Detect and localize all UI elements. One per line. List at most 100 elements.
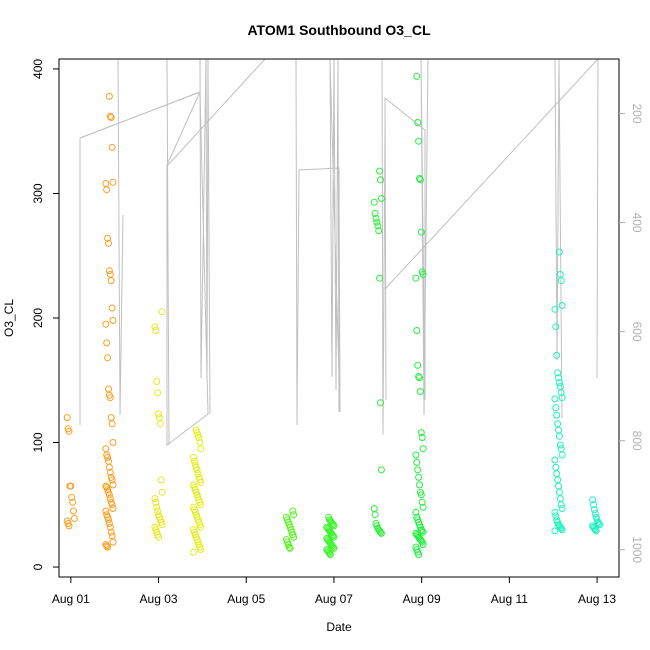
data-point — [106, 270, 114, 278]
data-point — [589, 496, 597, 504]
data-point — [109, 505, 117, 512]
profile-line — [295, 59, 341, 426]
data-point — [412, 274, 420, 282]
data-point — [418, 434, 426, 441]
data-point — [103, 339, 111, 347]
data-point — [105, 520, 113, 527]
data-point — [415, 551, 423, 559]
data-point — [557, 524, 565, 532]
data-point — [416, 176, 424, 184]
data-point — [555, 482, 562, 490]
data-point — [415, 473, 423, 481]
data-point — [105, 463, 113, 471]
data-point — [108, 532, 116, 540]
data-point — [109, 178, 117, 186]
data-point — [377, 195, 385, 202]
data-point — [377, 399, 384, 407]
data-point — [158, 488, 166, 496]
profile-line — [554, 59, 563, 419]
x-tick-label: Aug 11 — [491, 592, 528, 606]
data-point — [419, 528, 427, 536]
data-point — [67, 482, 75, 490]
data-point — [106, 523, 114, 531]
data-point — [373, 218, 381, 226]
data-point — [289, 507, 297, 515]
data-point — [412, 508, 420, 516]
data-point — [370, 505, 378, 512]
profile-line — [166, 59, 170, 446]
data-point — [107, 114, 115, 121]
profile-line — [79, 91, 209, 447]
data-point — [596, 521, 604, 529]
data-point — [595, 520, 603, 527]
data-point — [102, 507, 110, 515]
data-point — [414, 361, 422, 369]
data-point — [558, 302, 566, 309]
x-axis-label: Date — [326, 620, 352, 634]
data-point — [195, 434, 203, 441]
data-point — [65, 427, 73, 435]
data-point — [286, 544, 294, 552]
data-point — [193, 466, 201, 474]
data-point — [154, 389, 162, 397]
data-point — [556, 383, 564, 390]
data-point — [104, 234, 112, 242]
data-point — [154, 507, 162, 515]
data-point — [158, 521, 166, 529]
data-point — [558, 526, 566, 534]
y2-tick-label: 600 — [630, 322, 644, 342]
data-point — [107, 277, 115, 285]
data-point — [557, 389, 565, 397]
data-point — [551, 305, 559, 313]
data-point — [592, 527, 600, 535]
data-point — [103, 186, 111, 194]
data-point — [555, 488, 563, 496]
data-point — [197, 501, 205, 509]
data-point — [551, 456, 559, 464]
data-point — [151, 323, 159, 331]
x-axis: Aug 01 Aug 03 Aug 05 Aug 07 Aug 09 Aug 11 Aug … — [52, 577, 616, 606]
data-point — [557, 445, 565, 453]
data-point — [590, 501, 597, 509]
profile-line — [384, 59, 599, 290]
profile-line — [381, 59, 429, 436]
data-point — [285, 543, 293, 551]
data-point — [107, 528, 115, 536]
data-point — [108, 501, 116, 509]
data-point — [108, 143, 116, 151]
data-point — [377, 529, 385, 537]
data-point — [104, 454, 112, 461]
data-point — [553, 470, 561, 478]
data-point — [190, 548, 197, 556]
data-point — [552, 512, 560, 520]
data-point — [413, 458, 421, 466]
data-point — [372, 214, 380, 222]
data-point — [558, 451, 566, 459]
data-point — [102, 482, 110, 490]
y-tick-label: 0 — [31, 563, 45, 570]
data-point — [290, 511, 298, 519]
data-point — [558, 505, 566, 512]
data-point — [104, 354, 112, 362]
data-point — [551, 508, 559, 516]
data-point — [102, 445, 110, 453]
data-point — [377, 528, 384, 536]
y2-tick-label: 1000 — [630, 536, 644, 563]
x-tick-label: Aug 07 — [315, 592, 353, 606]
data-point — [415, 373, 423, 380]
data-point — [417, 429, 425, 437]
data-point — [416, 374, 423, 382]
data-point — [417, 491, 425, 499]
data-point — [376, 274, 384, 282]
data-point — [556, 441, 564, 449]
data-point — [555, 374, 562, 382]
data-point — [105, 457, 112, 465]
data-point — [68, 493, 76, 501]
data-point — [197, 478, 205, 486]
data-point — [591, 526, 599, 534]
y-axis-label: O3_CL — [2, 299, 16, 337]
data-point — [551, 527, 559, 535]
data-point — [108, 420, 116, 428]
data-point — [109, 538, 117, 546]
